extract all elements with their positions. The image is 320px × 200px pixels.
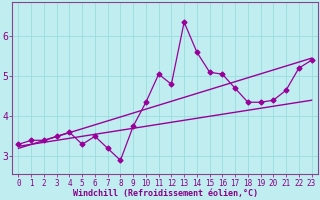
X-axis label: Windchill (Refroidissement éolien,°C): Windchill (Refroidissement éolien,°C) — [73, 189, 258, 198]
